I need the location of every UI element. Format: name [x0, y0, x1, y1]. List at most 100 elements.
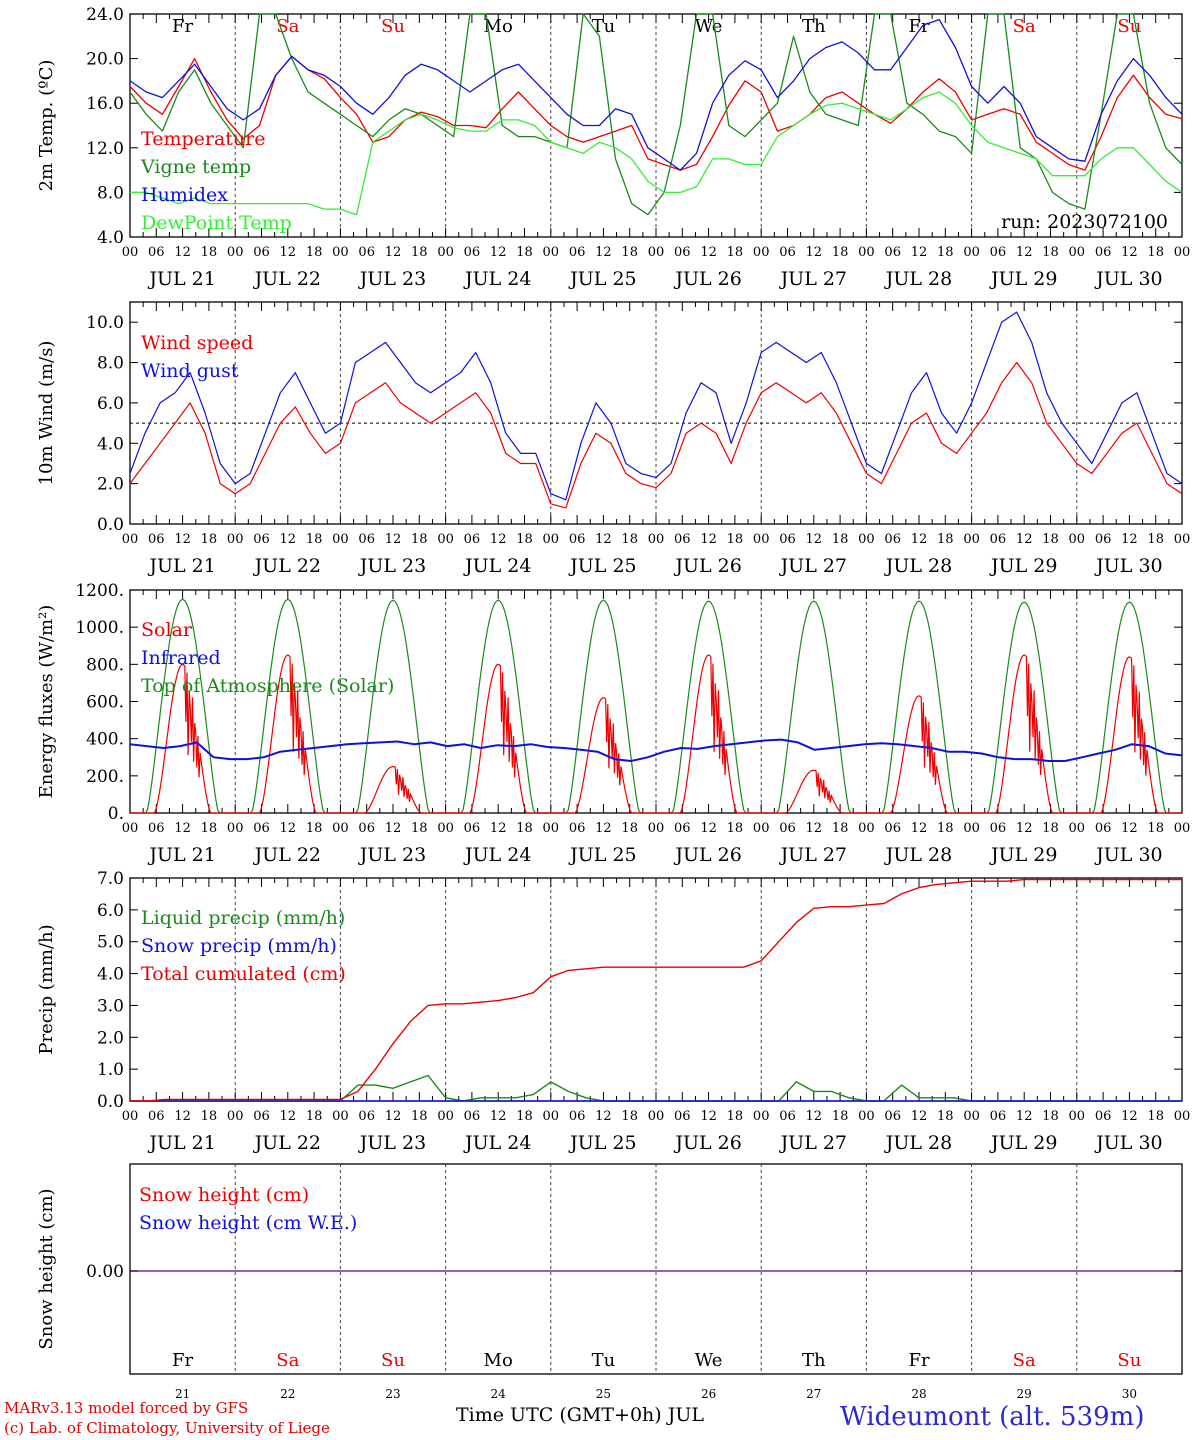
hour-tick-label: 00 [1069, 821, 1086, 836]
y-tick-label: 4.0 [97, 228, 124, 248]
weekday-label: Fr [172, 1350, 193, 1371]
hour-tick-label: 06 [464, 245, 481, 260]
hour-tick-label: 00 [1174, 1109, 1191, 1124]
legend-entry: DewPoint Temp [141, 212, 292, 234]
hour-tick-label: 00 [332, 1109, 349, 1124]
hour-tick-label: 18 [306, 245, 323, 260]
y-axis-label: 2m Temp. (ºC) [36, 60, 57, 192]
hour-tick-label: 00 [858, 532, 875, 547]
hour-tick-label: 00 [122, 821, 139, 836]
hour-tick-label: 18 [727, 1109, 744, 1124]
hour-tick-label: 12 [1016, 1109, 1033, 1124]
hour-tick-label: 00 [543, 532, 560, 547]
hour-tick-label: 12 [1016, 532, 1033, 547]
hour-tick-label: 00 [858, 1109, 875, 1124]
hour-tick-label: 18 [727, 821, 744, 836]
hour-tick-label: 06 [990, 1109, 1007, 1124]
hour-tick-label: 00 [963, 532, 980, 547]
hour-tick-label: 12 [595, 245, 612, 260]
hour-tick-label: 18 [201, 821, 218, 836]
y-tick-label: 6.0 [97, 901, 124, 921]
hour-tick-label: 18 [306, 1109, 323, 1124]
hour-tick-label: 06 [884, 1109, 901, 1124]
hour-tick-label: 00 [1174, 532, 1191, 547]
hour-tick-label: 12 [911, 532, 928, 547]
hour-tick-label: 00 [963, 1109, 980, 1124]
hour-tick-label: 12 [1121, 821, 1138, 836]
y-tick-label: 1.0 [97, 1060, 124, 1080]
series-line-vigne-temp [129, 13, 1183, 216]
hour-tick-label: 00 [648, 821, 665, 836]
hour-tick-label: 00 [753, 532, 770, 547]
y-tick-label: 4.0 [97, 965, 124, 985]
y-tick-label: 8.0 [97, 354, 124, 374]
series-line-wind-speed [129, 361, 1183, 509]
hour-tick-label: 06 [253, 1109, 270, 1124]
hour-tick-label: 12 [490, 245, 507, 260]
hour-tick-label: 12 [911, 245, 928, 260]
hour-tick-label: 06 [148, 245, 165, 260]
date-label: JUL 27 [779, 268, 847, 290]
hour-tick-label: 00 [332, 245, 349, 260]
day-number-label: 25 [596, 1387, 611, 1401]
hour-tick-label: 18 [516, 532, 533, 547]
hour-tick-label: 06 [779, 1109, 796, 1124]
weekday-label: We [695, 16, 723, 37]
date-label: JUL 28 [884, 555, 952, 577]
hour-tick-label: 12 [595, 821, 612, 836]
legend-entry: Top of Atmosphere (Solar) [141, 675, 394, 697]
hour-tick-label: 06 [464, 532, 481, 547]
hour-tick-label: 18 [1147, 821, 1164, 836]
hour-tick-label: 12 [385, 1109, 402, 1124]
hour-tick-label: 18 [1147, 532, 1164, 547]
hour-tick-label: 18 [411, 532, 428, 547]
date-label: JUL 26 [673, 555, 741, 577]
hour-tick-label: 06 [884, 245, 901, 260]
y-tick-label: 1000. [75, 618, 124, 638]
hour-tick-label: 00 [753, 245, 770, 260]
y-tick-label: 24.0 [86, 5, 124, 25]
y-tick-label: 800. [86, 655, 124, 675]
hour-tick-label: 18 [727, 532, 744, 547]
hour-tick-label: 18 [621, 821, 638, 836]
hour-tick-label: 06 [884, 532, 901, 547]
date-label: JUL 23 [358, 1132, 426, 1154]
hour-tick-label: 06 [569, 245, 586, 260]
weekday-label: Sa [1013, 16, 1036, 37]
hour-tick-label: 18 [306, 821, 323, 836]
hour-tick-label: 12 [385, 245, 402, 260]
hour-tick-label: 18 [1042, 1109, 1059, 1124]
hour-tick-label: 00 [753, 821, 770, 836]
date-label: JUL 26 [673, 1132, 741, 1154]
legend-entry: Humidex [141, 184, 228, 206]
hour-tick-label: 18 [201, 532, 218, 547]
hour-tick-label: 00 [1174, 821, 1191, 836]
hour-tick-label: 12 [490, 532, 507, 547]
weekday-label: Fr [908, 16, 929, 37]
y-tick-label: 2.0 [97, 1028, 124, 1048]
date-label: JUL 23 [358, 555, 426, 577]
date-label: JUL 21 [147, 844, 215, 866]
day-number-label: 27 [806, 1387, 821, 1401]
hour-tick-label: 00 [437, 1109, 454, 1124]
y-tick-label: 7.0 [97, 869, 124, 889]
y-tick-label: 3.0 [97, 996, 124, 1016]
date-label: JUL 29 [989, 1132, 1057, 1154]
y-axis-label: Energy fluxes (W/m²) [36, 605, 57, 799]
hour-tick-label: 12 [1121, 532, 1138, 547]
hour-tick-label: 06 [779, 821, 796, 836]
hour-tick-label: 18 [727, 245, 744, 260]
credit-line-2: (c) Lab. of Climatology, University of L… [4, 1419, 330, 1437]
date-label: JUL 30 [1094, 1132, 1162, 1154]
weekday-label: Th [802, 1350, 826, 1371]
y-tick-label: 16.0 [86, 94, 124, 114]
hour-tick-label: 00 [858, 245, 875, 260]
date-label: JUL 25 [568, 844, 636, 866]
hour-tick-label: 00 [332, 821, 349, 836]
hour-tick-label: 12 [806, 821, 823, 836]
hour-tick-label: 18 [832, 532, 849, 547]
weekday-label: Su [381, 16, 405, 37]
y-axis-label: Snow height (cm) [36, 1188, 57, 1349]
hour-tick-label: 06 [779, 532, 796, 547]
date-label: JUL 24 [463, 844, 531, 866]
